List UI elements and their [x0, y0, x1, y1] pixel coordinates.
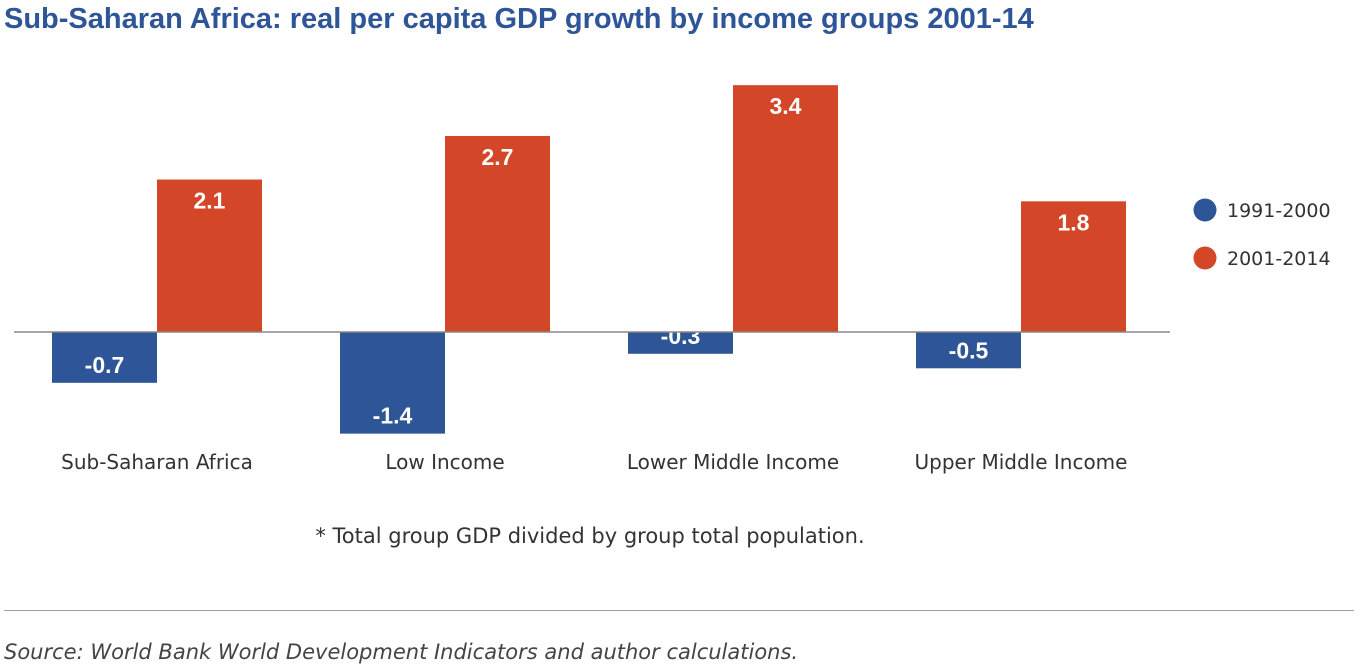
bar-2-4: [1021, 201, 1126, 332]
legend-marker: [1193, 246, 1217, 270]
source-note: Source: World Bank World Development Ind…: [4, 640, 799, 664]
legend-marker: [1193, 198, 1217, 222]
category-label: Upper Middle Income: [915, 450, 1128, 474]
data-label: -0.3: [661, 323, 701, 349]
data-label: -0.7: [85, 352, 125, 378]
bar-1-1: [52, 332, 157, 383]
bar-2-2: [445, 135, 550, 332]
bar-chart: -0.7 2.1 Sub-Saharan Africa -1.4 2.7 Low Inco…: [14, 85, 1331, 474]
data-label: 2.1: [194, 188, 226, 214]
data-label: 3.4: [770, 93, 802, 119]
chart-title: Sub-Saharan Africa: real per capita GDP …: [4, 3, 1034, 35]
data-label: -0.5: [949, 337, 989, 363]
data-label: 2.7: [482, 144, 514, 170]
category-label: Sub-Saharan Africa: [61, 450, 253, 474]
bar-2-1: [157, 179, 262, 332]
divider: [4, 610, 1354, 611]
category-label: Lower Middle Income: [627, 450, 839, 474]
footnote: * Total group GDP divided by group total…: [315, 524, 865, 548]
category-label: Low Income: [385, 450, 504, 474]
data-label: 1.8: [1058, 209, 1090, 235]
bar-1-3: [628, 332, 733, 354]
data-label: -1.4: [373, 403, 413, 429]
bar-2-3: [733, 85, 838, 332]
legend-label: 1991-2000: [1227, 200, 1331, 222]
bar-1-4: [916, 332, 1021, 369]
bar-1-2: [340, 332, 445, 434]
legend-label: 2001-2014: [1227, 248, 1331, 270]
